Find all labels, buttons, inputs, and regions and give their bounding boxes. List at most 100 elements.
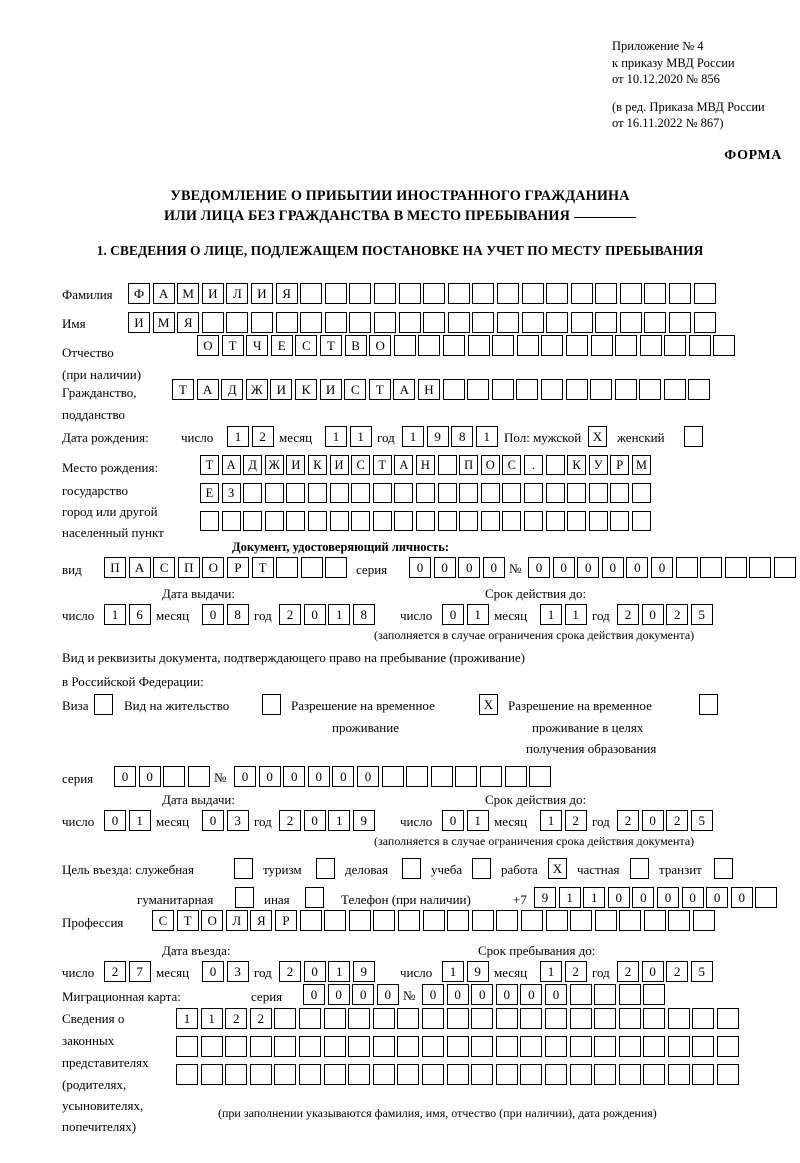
char-cell[interactable]: Т bbox=[372, 455, 392, 475]
char-cell[interactable]: 0 bbox=[442, 810, 464, 831]
char-cell[interactable] bbox=[644, 283, 667, 304]
char-cell[interactable] bbox=[529, 766, 552, 787]
char-cell[interactable]: 0 bbox=[607, 887, 630, 908]
char-cell[interactable] bbox=[492, 335, 515, 356]
char-cell[interactable]: 1 bbox=[349, 426, 372, 447]
char-cell[interactable]: 1 bbox=[328, 810, 351, 831]
char-cell[interactable]: О bbox=[202, 557, 225, 578]
char-cell[interactable]: Т bbox=[176, 910, 199, 931]
char-cell[interactable]: Т bbox=[368, 379, 391, 400]
char-cell[interactable] bbox=[717, 1008, 740, 1029]
char-cell[interactable] bbox=[669, 283, 692, 304]
temp-residence-checkbox[interactable]: X bbox=[479, 694, 498, 715]
char-cell[interactable] bbox=[495, 1064, 518, 1085]
char-cell[interactable] bbox=[286, 511, 306, 531]
char-cell[interactable] bbox=[323, 1064, 346, 1085]
char-cell[interactable] bbox=[176, 1036, 198, 1057]
char-cell[interactable]: Л bbox=[225, 910, 248, 931]
char-cell[interactable]: 1 bbox=[328, 961, 351, 982]
char-cell[interactable] bbox=[570, 910, 593, 931]
char-cell[interactable]: 0 bbox=[332, 766, 355, 787]
char-cell[interactable]: 0 bbox=[409, 557, 431, 578]
char-cell[interactable] bbox=[459, 483, 479, 503]
char-cell[interactable] bbox=[275, 312, 298, 333]
char-cell[interactable] bbox=[570, 283, 593, 304]
char-cell[interactable] bbox=[471, 1036, 494, 1057]
char-cell[interactable] bbox=[176, 1064, 198, 1085]
char-cell[interactable]: 2 bbox=[564, 961, 587, 982]
char-cell[interactable] bbox=[569, 1036, 592, 1057]
char-cell[interactable]: 0 bbox=[577, 557, 600, 578]
char-cell[interactable]: Ж bbox=[245, 379, 268, 400]
char-cell[interactable]: 0 bbox=[656, 887, 679, 908]
char-cell[interactable]: Я bbox=[177, 312, 200, 333]
char-cell[interactable] bbox=[300, 312, 323, 333]
char-cell[interactable] bbox=[479, 766, 502, 787]
char-cell[interactable] bbox=[324, 283, 347, 304]
char-cell[interactable] bbox=[446, 1064, 469, 1085]
char-cell[interactable]: 8 bbox=[451, 426, 474, 447]
char-cell[interactable] bbox=[619, 283, 642, 304]
char-cell[interactable] bbox=[594, 910, 617, 931]
char-cell[interactable] bbox=[594, 1008, 617, 1029]
char-cell[interactable]: Л bbox=[226, 283, 249, 304]
legal-rep-line-2-input[interactable] bbox=[176, 1036, 740, 1057]
char-cell[interactable]: 8 bbox=[352, 604, 375, 625]
char-cell[interactable] bbox=[495, 1036, 518, 1057]
char-cell[interactable] bbox=[351, 483, 371, 503]
char-cell[interactable] bbox=[643, 984, 666, 1005]
char-cell[interactable] bbox=[187, 766, 210, 787]
char-cell[interactable]: Р bbox=[610, 455, 630, 475]
char-cell[interactable]: 1 bbox=[325, 426, 347, 447]
char-cell[interactable] bbox=[324, 910, 347, 931]
char-cell[interactable] bbox=[643, 910, 666, 931]
char-cell[interactable]: Т bbox=[319, 335, 342, 356]
char-cell[interactable] bbox=[713, 335, 736, 356]
char-cell[interactable] bbox=[274, 1008, 297, 1029]
char-cell[interactable]: Т bbox=[251, 557, 274, 578]
char-cell[interactable] bbox=[692, 1064, 715, 1085]
char-cell[interactable]: 1 bbox=[328, 604, 351, 625]
char-cell[interactable] bbox=[373, 283, 396, 304]
char-cell[interactable] bbox=[495, 1008, 518, 1029]
char-cell[interactable]: А bbox=[196, 379, 219, 400]
char-cell[interactable]: 0 bbox=[376, 984, 399, 1005]
char-cell[interactable]: 2 bbox=[104, 961, 126, 982]
char-cell[interactable]: 0 bbox=[202, 604, 224, 625]
char-cell[interactable] bbox=[773, 557, 796, 578]
char-cell[interactable] bbox=[496, 312, 519, 333]
char-cell[interactable]: С bbox=[295, 335, 318, 356]
char-cell[interactable] bbox=[415, 511, 435, 531]
char-cell[interactable] bbox=[459, 511, 479, 531]
char-cell[interactable] bbox=[249, 1064, 272, 1085]
char-cell[interactable]: 0 bbox=[138, 766, 161, 787]
char-cell[interactable]: 7 bbox=[128, 961, 151, 982]
char-cell[interactable] bbox=[437, 511, 457, 531]
char-cell[interactable] bbox=[324, 312, 347, 333]
char-cell[interactable]: П bbox=[177, 557, 200, 578]
char-cell[interactable] bbox=[667, 1008, 690, 1029]
char-cell[interactable] bbox=[594, 1064, 617, 1085]
char-cell[interactable] bbox=[329, 483, 349, 503]
char-cell[interactable]: 5 bbox=[690, 604, 713, 625]
char-cell[interactable]: 0 bbox=[234, 766, 256, 787]
char-cell[interactable]: Т bbox=[221, 335, 244, 356]
char-cell[interactable]: 1 bbox=[540, 604, 562, 625]
char-cell[interactable]: 2 bbox=[617, 961, 639, 982]
char-cell[interactable]: 0 bbox=[104, 810, 126, 831]
char-cell[interactable] bbox=[569, 1064, 592, 1085]
char-cell[interactable] bbox=[692, 1008, 715, 1029]
char-cell[interactable]: 0 bbox=[641, 810, 664, 831]
